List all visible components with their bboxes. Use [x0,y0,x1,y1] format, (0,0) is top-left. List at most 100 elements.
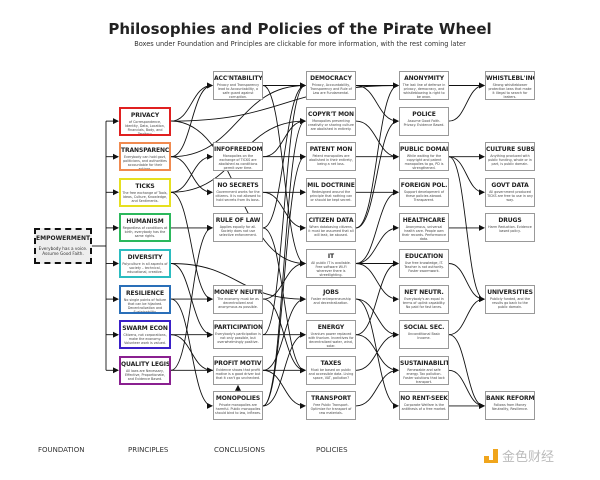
connection-arrow [355,82,399,229]
box-description: Publicly funded, and the results go back… [490,296,530,309]
box-description: All laws are Necessary, Effective, Propo… [125,368,165,381]
connection-arrow [262,118,306,158]
policies-box-transport: TRANSPORT Free Public Transport. Optimize… [306,391,356,421]
box-title: HEALTHCARE [402,217,446,225]
box-description: Redesigned around the principle that not… [309,189,353,202]
connection-arrow [355,120,399,160]
connection-arrow [262,227,306,374]
box-description: No single points of failure that can be … [123,297,167,314]
box-title: COPYR'T MON [308,110,354,118]
box-description: Applies equally for all. Society does no… [219,225,257,238]
connection-arrow [170,191,213,303]
box-title: POLICE [412,110,436,118]
conclusions-box-profit-motive: PROFIT MOTIVE Evidence shows that profit … [213,355,263,385]
policies-box-culture-subs: CULTURE SUBS. Anything produced with publ… [485,142,535,172]
principles-box-transparency[interactable]: TRANSPARENCY Everybody can hold govt, pol… [119,142,171,172]
box-title: DRUGS [498,217,522,225]
box-title: IT [327,253,335,260]
box-description: Citizens, not corporations, make the eco… [123,333,167,346]
policies-box-universities: UNIVERSITIES Publicly funded, and the res… [485,284,535,314]
connection-arrow [448,156,485,196]
policies-box-police: POLICE Assume Good Faith. Privacy. Eviden… [399,106,449,136]
connection-arrow [355,260,399,336]
connection-arrow [355,263,399,303]
box-description: Monopolies preventing creativity or shar… [308,118,354,131]
box-title: PRIVACY [130,111,160,119]
box-title: CULTURE SUBS. [486,146,535,154]
box-description: While waiting for the copyright and pate… [404,154,444,171]
box-title: PUBLIC DOMAIN [400,146,449,154]
connection-arrow [355,367,399,407]
box-title: MIL DOCTRINE [307,181,355,189]
box-title: DIVERSITY [127,254,163,261]
connection-arrow [262,331,306,407]
box-title: HUMANISM [126,218,164,226]
policies-box-anonymity: ANONYMITY The last line of defense in pri… [399,71,449,100]
box-description: All public IT is available. Free softwar… [311,261,351,277]
box-title: TRANSPORT [311,395,351,403]
box-title: GOVT DATA [491,181,529,189]
policies-box-copyr-t-mon: COPYR'T MON Monopolies preventing creativ… [306,106,356,136]
box-description: Uranium power replaced with thorium. Inc… [308,332,354,349]
connection-arrow [448,334,485,409]
conclusions-box-no-secrets: NO SECRETS Government works for the citiz… [213,177,263,207]
principles-box-humanism[interactable]: HUMANISM Regardless of conditions at birt… [119,213,171,243]
box-title: PATENT MON [309,146,353,154]
policies-box-bank-reform: BANK REFORM Follows from Money Neutrality… [485,391,535,421]
box-title: WHISTLEBL'ING [486,75,535,82]
box-title: ACC'NTABILITY [214,75,263,82]
conclusions-box-participation: PARTICIPATION Everybody's participation i… [213,320,263,350]
policies-box-taxes: TAXES Must be based on public and accessi… [306,355,356,385]
box-title: TICKS [135,182,155,190]
box-title: SWARM ECON [122,325,168,333]
connection-arrow [170,224,213,371]
conclusions-box-monopolies: MONOPOLIES Private monopolies are harmful… [213,391,263,421]
box-description: Foster entrepreneurship and decentraliza… [311,296,351,305]
principles-box-swarm-econ[interactable]: SWARM ECON Citizens, not corporations, ma… [119,320,171,350]
connection-arrow [262,296,306,371]
box-description: Must be based on public and accessible d… [308,367,354,380]
policies-box-democracy: DEMOCRACY Privacy, Accountability, Transp… [306,71,356,100]
policies-box-energy: ENERGY Uranium power replaced with thoriu… [306,320,356,350]
box-description: Anything produced with public funding, w… [488,154,532,167]
box-title: UNIVERSITIES [487,288,533,296]
box-description: Everybody can hold govt, politicians, an… [123,155,167,172]
diagram-title: Philosophies and Policies of the Pirate … [108,20,492,38]
principles-box-resilience[interactable]: RESILIENCE No single points of failure th… [119,284,171,314]
watermark-text: 金色财经 [502,450,555,465]
box-description: Everybody's participation is not only po… [215,332,261,345]
connection-arrow [170,82,213,122]
watermark: 金色财经 [484,446,554,465]
conclusions-box-rule-of-law: RULE OF LAW Applies equally for all. Soci… [213,213,263,243]
box-title: JOBS [323,288,339,296]
policies-box-mil-doctrine: MIL DOCTRINE Redesigned around the princi… [306,177,356,207]
policies-box-net-neutr: NET NEUTR. Everybody's an equal in terms … [399,284,449,314]
policies-box-no-rent-seek: NO RENT-SEEK Corporate Welfare is the ant… [399,391,449,421]
column-label-policies: POLICIES [316,446,348,454]
box-description: Strong whistleblower protection laws tha… [488,83,532,99]
box-description: Privacy, Accountability, Transparency an… [310,83,352,95]
policies-box-foreign-pol: FOREIGN POL. Support development of these… [399,177,449,207]
box-description: of Correspondence, Identity, Data, Locat… [125,119,165,136]
principles-box-privacy[interactable]: PRIVACY of Correspondence, Identity, Data… [119,106,171,136]
box-title: BANK REFORM [486,395,535,403]
connection-arrow [355,118,399,229]
watermark-logo-icon [484,448,498,463]
principles-box-quality-legisl[interactable]: QUALITY LEGISL All laws are Necessary, Ef… [119,355,171,385]
connection-arrow [170,156,213,196]
connection-arrow [355,224,399,264]
box-description: When databasing citizens, it must be ass… [308,225,354,238]
principles-box-ticks[interactable]: TICKS The free exchange of Tools, Ideas, … [119,177,171,207]
policies-box-patent-mon: PATENT MON Patent monopolies are abolishe… [306,142,356,172]
principles-box-diversity[interactable]: DIVERSITY Polyculture in all aspects of s… [119,249,171,278]
box-title: MONOPOLIES [215,395,261,403]
foundation-empowerment-box[interactable]: EMPOWERMENT Everybody has a voice. Assum… [34,228,92,264]
connection-arrow [355,85,399,125]
box-description: Corporate Welfare is the antithesis of a… [401,403,447,412]
conclusions-box-infofreedom: INFOFREEDOM Monopolies on the exchange of… [213,142,263,172]
policies-box-citizen-data: CITIZEN DATA When databasing citizens, it… [306,213,356,243]
box-description: Use free knowledge, IT. Teacher is not a… [404,261,444,273]
policies-box-healthcare: HEALTHCARE Anonymous, universal health ca… [399,213,449,243]
box-title: TAXES [320,359,342,367]
box-description: The last line of defense in privacy, dem… [402,83,446,99]
